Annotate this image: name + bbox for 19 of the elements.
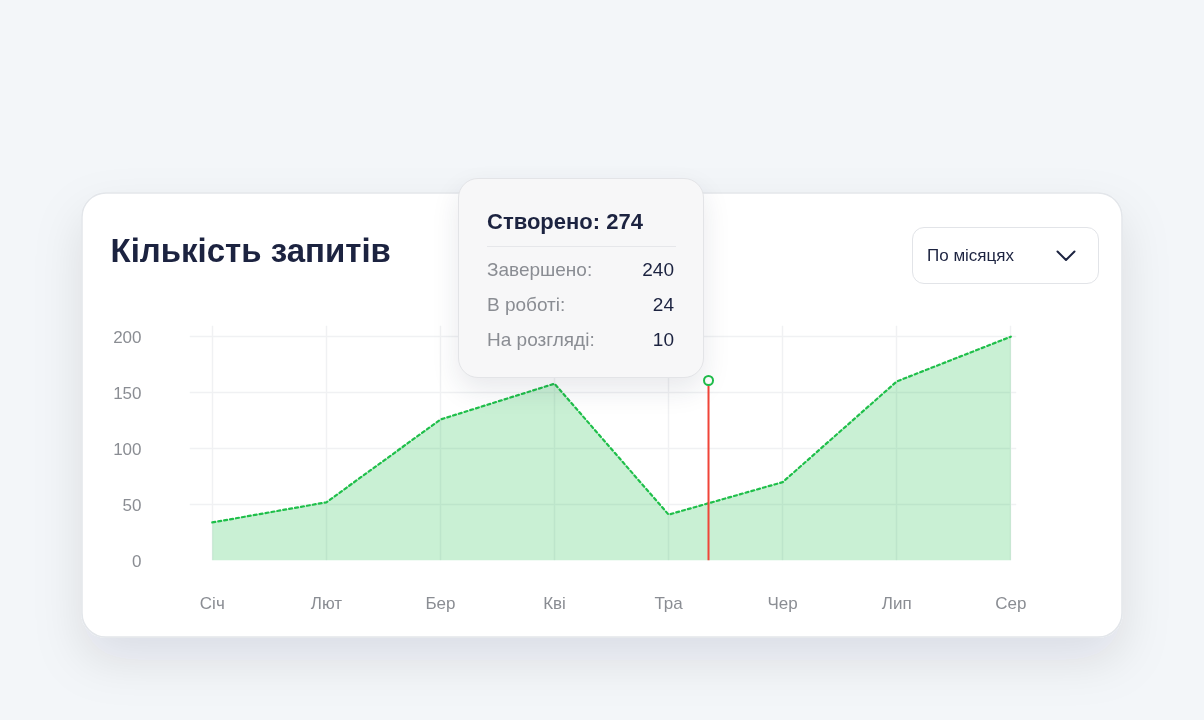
text: По місяцях bbox=[912, 227, 1099, 284]
y-tick-label: 200 bbox=[113, 327, 142, 347]
x-tick-label: Січ bbox=[199, 593, 225, 613]
x-tick-label: Чер bbox=[767, 593, 798, 613]
y-tick-label: 100 bbox=[113, 439, 142, 459]
x-tick-label: Кві bbox=[543, 593, 566, 613]
text: В роботі: 24 bbox=[487, 293, 674, 315]
y-tick-label: 150 bbox=[113, 383, 142, 403]
chart-title: Кількість запитів bbox=[110, 232, 391, 269]
text: Створено: 274 bbox=[487, 208, 643, 236]
x-tick-label: Сер bbox=[995, 593, 1027, 613]
text: На розгляді: 10 bbox=[487, 328, 674, 350]
x-tick-label: Бер bbox=[425, 593, 456, 613]
x-tick-label: Лип bbox=[881, 593, 912, 613]
y-tick-label: 50 bbox=[122, 495, 142, 515]
x-tick-label: Лют bbox=[310, 593, 343, 613]
text: Завершено: 240 bbox=[487, 258, 674, 280]
x-tick-label: Тра bbox=[654, 593, 684, 613]
y-tick-label: 0 bbox=[132, 551, 142, 571]
